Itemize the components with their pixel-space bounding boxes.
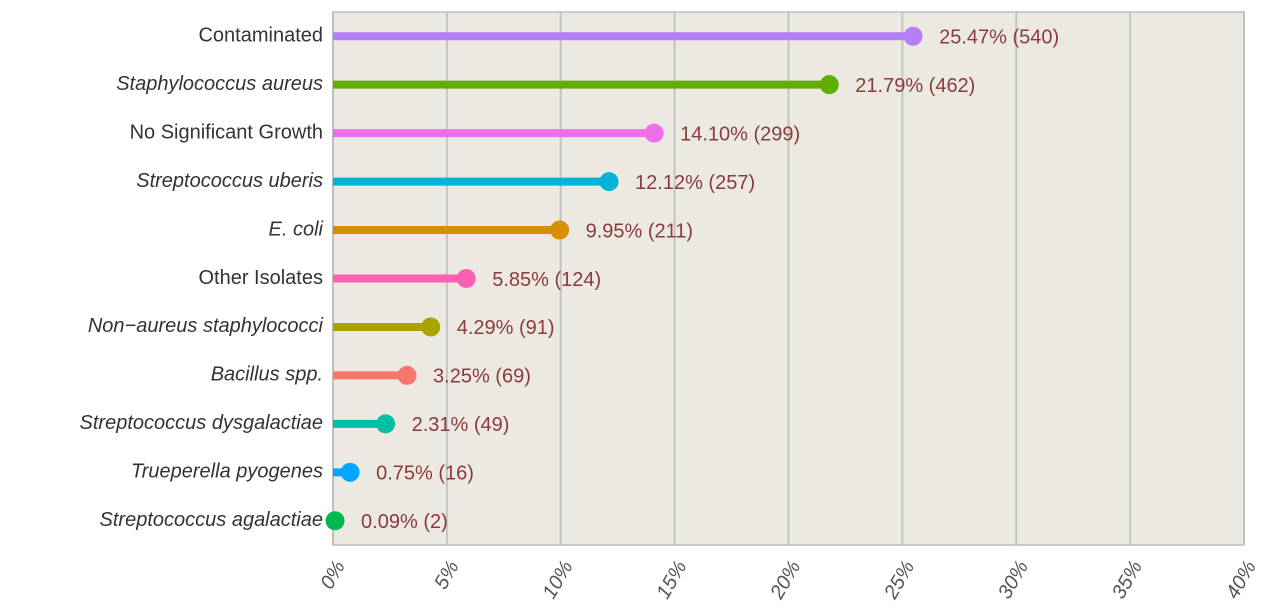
y-tick-label: Contaminated <box>198 25 323 47</box>
x-tick-label: 40% <box>1222 557 1261 603</box>
x-tick-label: 0% <box>316 557 350 593</box>
value-label: 21.79% (462) <box>855 75 975 97</box>
value-label: 2.31% (49) <box>412 414 510 436</box>
dot <box>903 26 923 46</box>
dot <box>550 220 570 240</box>
y-tick-label: Streptococcus uberis <box>136 170 323 192</box>
value-label: 14.10% (299) <box>680 123 800 145</box>
x-tick-label: 10% <box>539 557 578 603</box>
value-label: 3.25% (69) <box>433 366 531 388</box>
x-tick-label: 5% <box>430 557 464 593</box>
dot <box>421 317 441 337</box>
x-tick-label: 35% <box>1108 557 1147 603</box>
dot <box>397 365 417 385</box>
y-tick-label: Bacillus spp. <box>211 364 323 386</box>
x-tick-label: 20% <box>766 557 806 604</box>
dot <box>644 123 664 143</box>
y-tick-label: No Significant Growth <box>130 121 323 143</box>
value-label: 0.75% (16) <box>376 463 474 485</box>
x-tick-label: 25% <box>880 557 920 604</box>
dot <box>325 511 345 531</box>
y-tick-label: E. coli <box>269 218 324 240</box>
value-label: 25.47% (540) <box>939 27 1059 49</box>
value-label: 12.12% (257) <box>635 172 755 194</box>
y-tick-label: Staphylococcus aureus <box>116 73 323 95</box>
y-tick-label: Other Isolates <box>198 267 323 289</box>
dot <box>376 414 396 434</box>
x-tick-label: 15% <box>652 557 691 603</box>
dot <box>599 172 619 192</box>
dot <box>819 75 839 95</box>
y-tick-label: Non−aureus staphylococci <box>88 315 324 337</box>
value-label: 0.09% (2) <box>361 511 448 533</box>
x-tick-label: 30% <box>994 557 1033 603</box>
value-label: 4.29% (91) <box>457 317 555 339</box>
y-tick-label: Streptococcus agalactiae <box>100 509 323 531</box>
dot <box>340 462 360 482</box>
dot <box>456 269 476 288</box>
y-tick-label: Trueperella pyogenes <box>131 461 323 483</box>
y-tick-label: Streptococcus dysgalactiae <box>80 412 323 434</box>
value-label: 9.95% (211) <box>586 220 693 242</box>
value-label: 5.85% (124) <box>492 269 601 291</box>
